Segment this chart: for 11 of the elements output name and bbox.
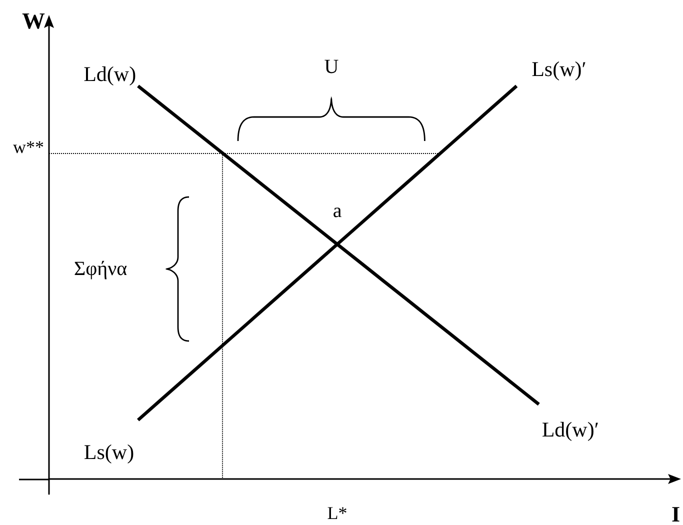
text: U (324, 56, 340, 78)
y-axis-title: W (22, 8, 45, 34)
x-axis-title: I (671, 502, 680, 525)
annotation: Ld(w)′ (542, 417, 599, 442)
text: Ls(w)′ (532, 57, 586, 81)
ref-line-label: w** (13, 136, 44, 157)
series-label: Ld(w) (84, 62, 136, 86)
annotation: a (332, 200, 342, 222)
annotation: Σφήνα (74, 258, 128, 280)
text: L* (327, 503, 348, 523)
series-label: Ls(w) (84, 440, 134, 464)
